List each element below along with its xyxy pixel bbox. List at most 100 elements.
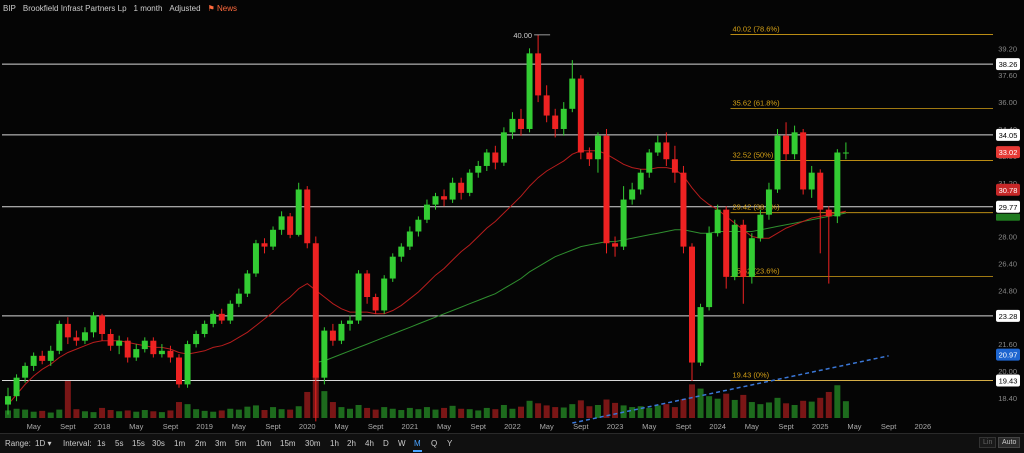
volume-bar — [475, 410, 482, 418]
candle-body — [449, 182, 456, 200]
x-tick-label: Sept — [573, 422, 589, 431]
volume-bar — [124, 410, 131, 418]
ma-long-line — [315, 212, 846, 363]
volume-bar — [364, 407, 371, 418]
interval-15s[interactable]: 15s — [132, 439, 145, 448]
interval-15m[interactable]: 15m — [280, 439, 296, 448]
candle-body — [124, 340, 131, 358]
x-tick-label: 2023 — [607, 422, 624, 431]
candle-body — [629, 189, 636, 200]
volume-bar — [167, 410, 174, 418]
interval-10m[interactable]: 10m — [256, 439, 272, 448]
fib-level-label: 25.62 (23.6%) — [732, 267, 780, 276]
interval-1s[interactable]: 1s — [97, 439, 106, 448]
peak-label: 40.00 — [513, 31, 532, 40]
candle-body — [483, 152, 490, 166]
candle-body — [39, 355, 46, 361]
candle-body — [235, 293, 242, 304]
interval-4h[interactable]: 4h — [365, 439, 374, 448]
y-tick-label: 20.00 — [998, 367, 1017, 376]
volume-bar — [398, 410, 405, 418]
volume-bar — [483, 407, 490, 418]
candle-body — [30, 355, 37, 366]
candle-body — [398, 246, 405, 257]
candle-body — [500, 132, 507, 163]
volume-bar — [193, 409, 200, 418]
x-tick-label: 2021 — [402, 422, 419, 431]
interval-2m[interactable]: 2m — [195, 439, 207, 448]
trend-line — [572, 355, 889, 424]
x-tick-label: Sept — [368, 422, 384, 431]
interval-5m[interactable]: 5m — [235, 439, 247, 448]
volume-bar — [406, 407, 413, 418]
period-label[interactable]: 1 month — [133, 4, 163, 13]
volume-bar — [671, 407, 678, 418]
candle-body — [535, 53, 542, 96]
price-chart[interactable]: May Sept 2018 May Sept 2019 May Sept 2020 May Sept… — [0, 0, 1024, 433]
symbol-label[interactable]: BIP — [3, 4, 16, 13]
candle-body — [646, 152, 653, 173]
volume-bar — [552, 407, 559, 418]
volume-bar — [423, 407, 430, 418]
volume-bar — [107, 410, 114, 418]
auto-scale-button[interactable]: Auto — [998, 437, 1021, 448]
candle-body — [287, 216, 294, 235]
lin-toggle[interactable]: Lin — [979, 437, 997, 448]
interval-1h[interactable]: 1h — [330, 439, 339, 448]
interval-d[interactable]: D — [383, 439, 389, 448]
news-toggle[interactable]: ⚑ News — [208, 4, 237, 13]
candle-body — [107, 333, 114, 346]
volume-bar — [90, 412, 97, 418]
volume-bar — [432, 409, 439, 418]
candle-body — [227, 303, 234, 321]
interval-w[interactable]: W — [398, 439, 406, 448]
adjustment-label[interactable]: Adjusted — [169, 4, 201, 13]
interval-30s[interactable]: 30s — [152, 439, 165, 448]
candle-body — [569, 78, 576, 109]
interval-30m[interactable]: 30m — [305, 439, 321, 448]
x-tick-label: May — [642, 422, 656, 431]
volume-bar — [441, 407, 448, 418]
candle-body — [167, 350, 174, 358]
volume-bar — [47, 412, 54, 418]
interval-q[interactable]: Q — [431, 439, 438, 448]
interval-3m[interactable]: 3m — [215, 439, 227, 448]
volume-bar — [466, 409, 473, 418]
candle-body — [13, 377, 20, 397]
interval-y[interactable]: Y — [447, 439, 453, 448]
range-label: Range: — [5, 439, 31, 448]
volume-bar — [646, 407, 653, 418]
volume-bar — [347, 408, 353, 418]
candle-body — [5, 396, 11, 405]
x-tick-label: 2022 — [504, 422, 521, 431]
candle-body — [689, 246, 695, 363]
interval-m[interactable]: M — [414, 439, 421, 448]
candle-body — [90, 315, 97, 333]
candle-body — [193, 333, 200, 345]
volume-bar — [287, 409, 294, 418]
candle-body — [141, 340, 148, 350]
candle-body — [116, 340, 123, 346]
candle-body — [800, 132, 807, 190]
y-tick-label: 28.00 — [998, 233, 1017, 242]
volume-bar — [842, 401, 849, 418]
volume-bar — [201, 410, 208, 418]
volume-bar — [210, 411, 217, 418]
volume-bar — [355, 404, 362, 418]
candle-body — [731, 224, 738, 277]
interval-5s[interactable]: 5s — [115, 439, 124, 448]
volume-bar — [329, 402, 336, 418]
candle-body — [56, 323, 63, 351]
price-badge-label: 19.43 — [999, 377, 1018, 386]
candle-body — [278, 216, 285, 230]
range-select[interactable]: 1D ▾ — [35, 439, 51, 448]
interval-2h[interactable]: 2h — [347, 439, 356, 448]
x-tick-label: 2026 — [915, 422, 932, 431]
interval-1m[interactable]: 1m — [174, 439, 186, 448]
candle-body — [492, 152, 499, 163]
fib-level-label: 35.62 (61.8%) — [732, 98, 780, 107]
volume-bar — [389, 408, 396, 418]
price-badge — [996, 128, 1020, 141]
volume-bar — [817, 397, 824, 418]
